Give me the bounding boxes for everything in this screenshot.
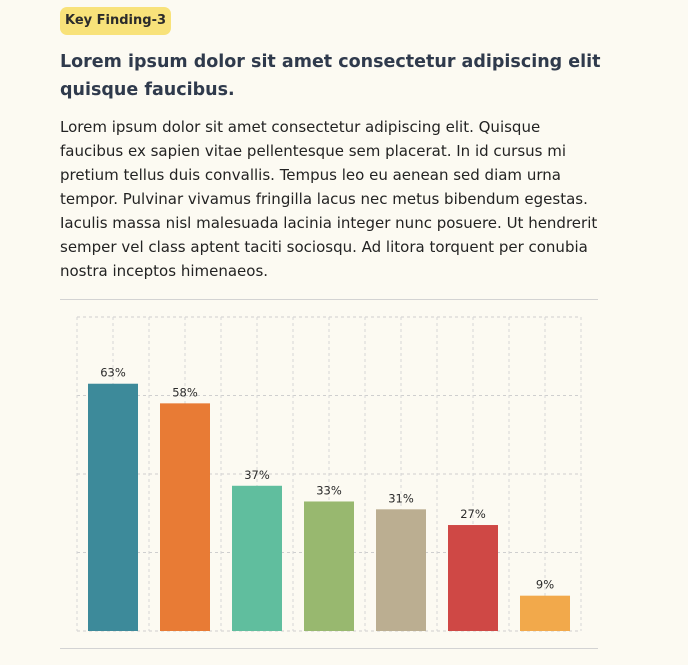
bar-4 (304, 501, 354, 631)
bar-2 (160, 403, 210, 631)
bar-value-label: 31% (388, 491, 414, 505)
finding-headline: Lorem ipsum dolor sit amet consectetur a… (60, 52, 601, 100)
bar-1 (88, 383, 138, 631)
bar-5 (376, 509, 426, 631)
bar-3 (232, 485, 282, 631)
bar-value-label: 37% (244, 468, 270, 482)
key-finding-badge: Key Finding-3 (60, 7, 172, 35)
bar-value-label: 27% (460, 507, 486, 521)
bar-6 (448, 525, 498, 631)
bar-value-label: 33% (316, 483, 342, 497)
bar-7 (520, 595, 570, 631)
chart-data-labels: 63% 58% 37% 33% 31% 27% 9% (100, 366, 554, 592)
bar-value-label: 63% (100, 366, 126, 380)
top-divider (60, 299, 598, 300)
bar-value-label: 58% (172, 385, 198, 399)
finding-body-text: Lorem ipsum dolor sit amet consectetur a… (60, 118, 598, 280)
bottom-divider (60, 648, 598, 649)
chart-bars (88, 383, 570, 631)
bar-value-label: 9% (536, 578, 554, 592)
